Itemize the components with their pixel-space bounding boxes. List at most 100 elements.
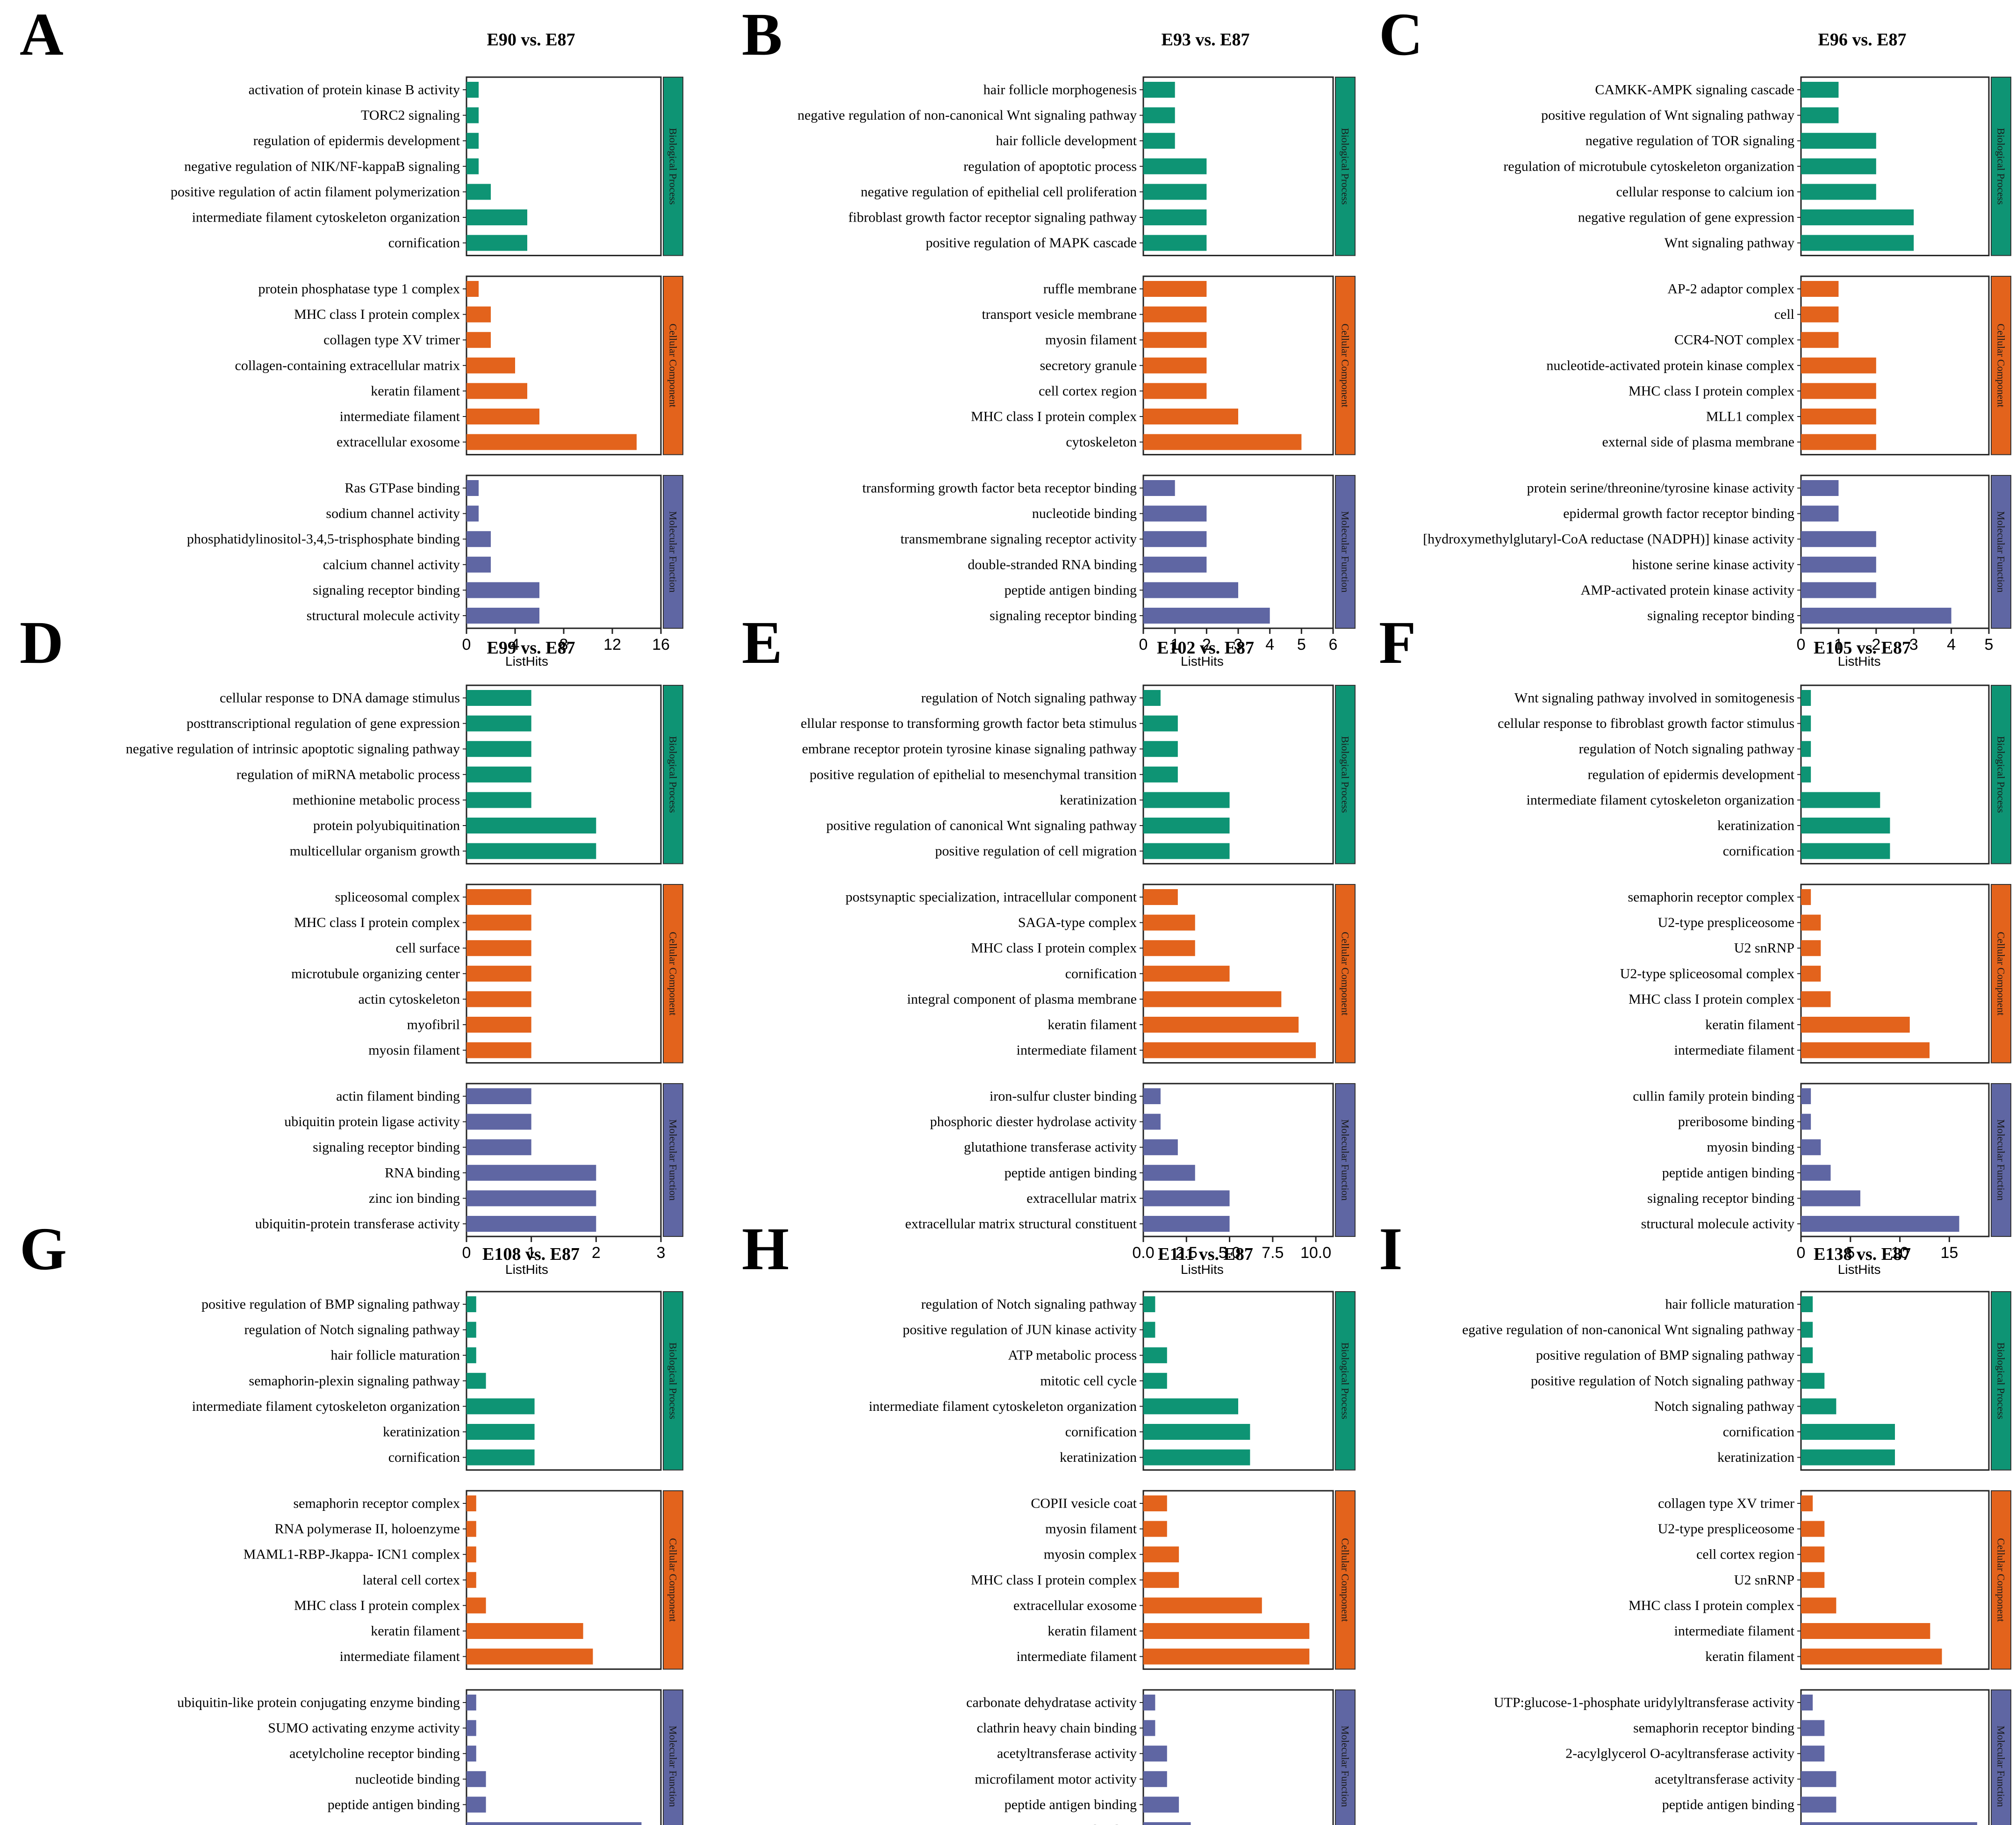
panel-c-term-label: CCR4-NOT complex: [1674, 332, 1794, 348]
panel-b-bar: [1143, 383, 1207, 399]
panel-b-term-label: negative regulation of non-canonical Wnt…: [797, 108, 1137, 123]
panel-c-xtick-label: 2: [1872, 636, 1880, 654]
panel-c-bar: [1801, 608, 1951, 624]
panel-b-cc-strip: [1335, 276, 1356, 455]
panel-f-section-mf: Molecular Function cullin family protein …: [1633, 1083, 2011, 1237]
panel-i-section-cc: Cellular Component collagen type XV trime…: [1629, 1490, 2011, 1670]
panel-e-bar: [1143, 792, 1230, 808]
panel-g-bar: [466, 1372, 486, 1389]
panel-i-mf-strip: [1991, 1689, 2011, 1825]
panel-h-bar: [1143, 1398, 1238, 1415]
panel-b-term-label: regulation of apoptotic process: [963, 158, 1137, 174]
panel-h-term-label: intermediate filament cytoskeleton organ…: [869, 1399, 1137, 1414]
panel-f-bar: [1801, 818, 1890, 833]
panel-d-bar: [466, 1042, 531, 1058]
panel-b-section-mf: Molecular Function transforming growth fa…: [862, 474, 1356, 629]
panel-g-bar: [466, 1424, 535, 1440]
panel-b-xtick-label: 1: [1170, 636, 1179, 654]
panel-c-section-cc: Cellular Component AP-2 adaptor complex ce…: [1546, 275, 2011, 456]
panel-b-xtick-label: 4: [1265, 636, 1274, 654]
panel-a-bar: [466, 184, 491, 200]
panel-f-bar: [1801, 940, 1821, 956]
panel-f-bp-strip: [1991, 685, 2011, 864]
panel-g-bar: [466, 1695, 476, 1710]
panel-d-term-label: myofibril: [407, 1017, 460, 1033]
panel-f-mf-strip: [1991, 1083, 2011, 1237]
panel-e-term-label: ellular response to transforming growth …: [801, 716, 1137, 731]
panel-b-bar: [1143, 235, 1207, 251]
panel-d-term-label: RNA binding: [385, 1165, 460, 1180]
panel-d-term-label: cellular response to DNA damage stimulus: [220, 690, 460, 706]
panel-a-title: E90 vs. E87: [487, 30, 575, 50]
panel-g-term-label: nucleotide binding: [355, 1771, 460, 1787]
panel-h-term-label: clathrin heavy chain binding: [977, 1720, 1137, 1736]
panel-e-term-label: peptide antigen binding: [1004, 1165, 1137, 1180]
panel-d-bar: [466, 818, 596, 833]
panel-e-xtick-label: 5.0: [1219, 1244, 1241, 1262]
panel-d-term-label: protein polyubiquitination: [313, 818, 460, 833]
panel-g-bar: [466, 1322, 476, 1338]
panel-e-term-label: glutathione transferase activity: [964, 1140, 1137, 1155]
panel-g-term-label: semaphorin receptor complex: [293, 1496, 460, 1511]
panel-e-term-label: iron-sulfur cluster binding: [990, 1089, 1137, 1104]
panel-i-term-label: structural molecule activity: [1641, 1823, 1794, 1825]
panel-g-section-cc: Cellular Component semaphorin receptor co…: [244, 1490, 683, 1670]
panel-g-letter: G: [20, 1215, 67, 1283]
panel-e-bar: [1143, 914, 1195, 931]
panel-i-cc-strip: [1991, 1490, 2011, 1670]
panel-f-bar: [1801, 715, 1811, 732]
panel-e-bp-strip-label: Biological Process: [1340, 736, 1351, 813]
panel-d-term-label: MHC class I protein complex: [294, 915, 460, 930]
panel-f-mf-strip-label: Molecular Function: [1995, 1119, 2007, 1200]
panel-g-cc-frame: [466, 1490, 662, 1670]
panel-a-xlabel: ListHits: [505, 654, 548, 668]
panel-e-bar: [1143, 690, 1161, 706]
panel-g-bar: [466, 1720, 476, 1736]
panel-a-term-label: signaling receptor binding: [313, 582, 460, 598]
panel-b-xlabel: ListHits: [1181, 654, 1224, 668]
panel-g-bar: [466, 1597, 486, 1614]
panel-a-bp-frame: [466, 76, 662, 257]
panel-d-bar: [466, 1088, 531, 1104]
panel-a-term-label: MHC class I protein complex: [294, 307, 460, 322]
panel-f-bar: [1801, 1139, 1821, 1156]
panel-c-term-label: negative regulation of gene expression: [1578, 210, 1794, 225]
panel-a-section-cc: Cellular Component protein phosphatase ty…: [235, 275, 683, 456]
panel-b-term-label: ruffle membrane: [1043, 281, 1137, 297]
panel-g: G E108 vs. E87 Biological Process positive …: [20, 1215, 683, 1825]
panel-h-term-label: MHC class I protein complex: [971, 1572, 1137, 1588]
panel-h-bar: [1143, 1296, 1155, 1312]
panel-c-term-label: histone serine kinase activity: [1632, 557, 1794, 572]
panel-f-bp-strip-label: Biological Process: [1995, 736, 2007, 813]
panel-g-term-label: SUMO activating enzyme activity: [268, 1720, 460, 1736]
panel-a-term-label: intermediate filament: [340, 409, 460, 424]
panel-c-letter: C: [1379, 1, 1423, 68]
panel-b-xtick-label: 3: [1234, 636, 1243, 654]
panel-a-term-label: sodium channel activity: [326, 506, 460, 521]
panel-g-term-label: hair follicle maturation: [330, 1348, 460, 1363]
panel-i-bar: [1801, 1572, 1825, 1588]
panel-h-bp-strip: [1335, 1291, 1356, 1471]
panel-a-bar: [466, 582, 539, 598]
panel-h-cc-strip: [1335, 1490, 1356, 1670]
panel-i-bar: [1801, 1546, 1825, 1563]
panel-i-term-label: peptide antigen binding: [1662, 1797, 1794, 1812]
panel-b-bp-strip-label: Biological Process: [1340, 128, 1351, 205]
panel-h-term-label: microfilament motor activity: [975, 1771, 1137, 1787]
panel-b-bar: [1143, 531, 1207, 547]
panel-a-term-label: intermediate filament cytoskeleton organ…: [192, 210, 460, 225]
panel-a-term-label: activation of protein kinase B activity: [249, 82, 460, 98]
panel-a-term-label: keratin filament: [371, 383, 460, 399]
panel-c-mf-strip-label: Molecular Function: [1995, 511, 2007, 592]
panel-f-xlabel: ListHits: [1838, 1262, 1881, 1277]
panel-d-term-label: methionine metabolic process: [293, 792, 460, 808]
panel-a-term-label: Ras GTPase binding: [344, 481, 460, 496]
panel-d-mf-frame: [466, 1083, 662, 1237]
panel-f: F E105 vs. E87 Biological Process Wnt signa…: [1379, 609, 2011, 1277]
panel-d-term-label: posttranscriptional regulation of gene e…: [187, 716, 460, 731]
panel-f-bar: [1801, 889, 1811, 905]
panel-h-section-bp: Biological Process regulation of Notch si…: [869, 1291, 1356, 1471]
panel-c-term-label: negative regulation of TOR signaling: [1586, 133, 1794, 149]
panel-b-bp-strip: [1335, 77, 1356, 256]
panel-f-cc-strip-label: Cellular Component: [1995, 932, 2007, 1015]
